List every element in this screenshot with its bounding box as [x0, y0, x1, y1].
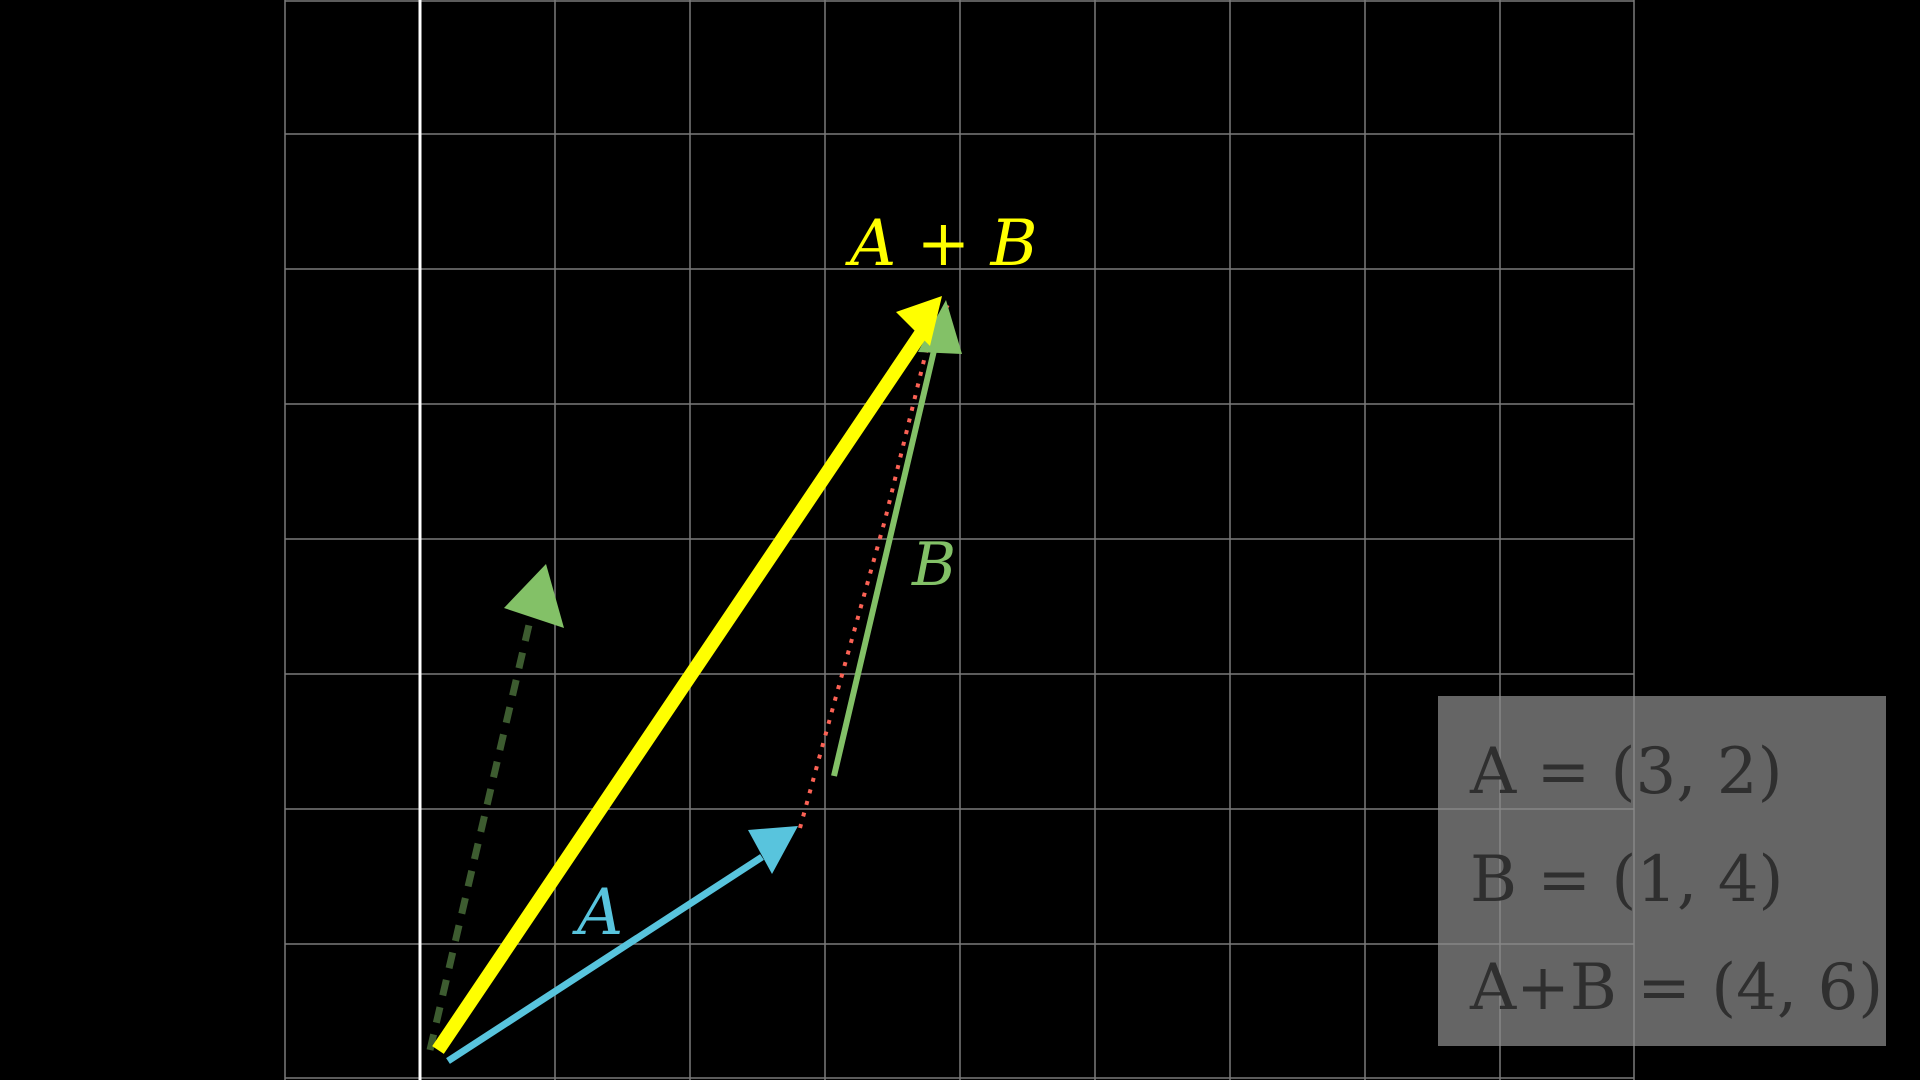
info-line-sum: A+B = (4, 6): [1470, 951, 1884, 1025]
label-a: A: [572, 876, 623, 950]
info-panel: A = (3, 2) B = (1, 4) A+B = (4, 6): [1438, 696, 1886, 1046]
grid: [284, 0, 1635, 1080]
vector-a: [446, 826, 798, 1064]
vector-a-head: [748, 826, 798, 874]
vector-sum: [432, 296, 942, 1054]
label-sum: A + B: [845, 207, 1038, 281]
vector-b-dashed-head: [504, 564, 564, 628]
vector-b-shaft: [831, 341, 939, 777]
info-line-a: A = (3, 2): [1470, 735, 1783, 809]
vector-sum-shaft: [432, 328, 928, 1054]
vector-a-shaft: [446, 854, 764, 1064]
vector-b-dashed-copy: [426, 564, 564, 1051]
label-b: B: [911, 530, 956, 600]
info-line-b: B = (1, 4): [1470, 843, 1784, 917]
vector-sum-head: [896, 296, 942, 346]
vector-b-dashed-shaft: [426, 611, 536, 1051]
